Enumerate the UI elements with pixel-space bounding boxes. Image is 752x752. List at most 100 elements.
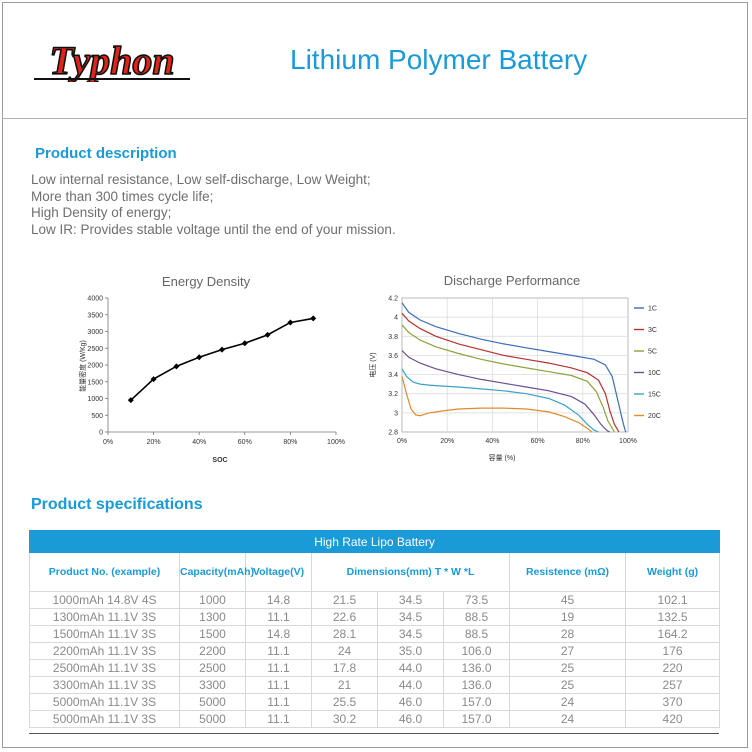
table-row: 1300mAh 11.1V 3S 1300 11.1 22.6 34.5 88.5 19 13… [29, 608, 721, 626]
series-line-20c [401, 376, 593, 433]
column-header-product-no: Product No. (example) [29, 552, 180, 592]
y-tick-label: 2000 [87, 363, 103, 370]
chart-title: Energy Density [162, 274, 251, 289]
legend-label: 20C [648, 413, 661, 420]
table-cell: 30.2 [311, 710, 378, 728]
table-cell: 11.1 [245, 608, 312, 626]
table-cell: 45 [509, 591, 626, 609]
product-specifications-heading: Product specifications [31, 496, 203, 513]
table-cell: 73.5 [443, 591, 510, 609]
plot-border [401, 297, 629, 433]
table-cell: 136.0 [443, 659, 510, 677]
table-cell: 5000 [179, 693, 246, 711]
product-description-heading: Product description [35, 145, 177, 162]
table-cell: 21 [311, 676, 378, 694]
table-cell: 2500 [179, 659, 246, 677]
legend-label: 5C [648, 349, 657, 356]
x-axis-label: SOC [212, 457, 227, 464]
y-tick-label: 1500 [87, 379, 103, 386]
table-cell: 25 [509, 659, 626, 677]
data-point [219, 346, 225, 353]
table-cell: 34.5 [377, 591, 444, 609]
column-header-capacity: Capacity(mAh) [179, 552, 254, 592]
table-cell: 46.0 [377, 710, 444, 728]
x-tick-label: 40% [192, 439, 206, 446]
table-row: 1500mAh 11.1V 3S 1500 14.8 28.1 34.5 88.5 28 16… [29, 625, 721, 643]
table-cell: 1000mAh 14.8V 4S [29, 591, 180, 609]
description-line: Low internal resistance, Low self-discha… [31, 172, 371, 187]
table-cell: 420 [624, 710, 721, 728]
x-tick-label: 0% [397, 438, 407, 445]
y-tick-label: 3 [394, 410, 398, 417]
table-cell: 257 [624, 676, 721, 694]
table-cell: 11.1 [245, 642, 312, 660]
table-cell: 14.8 [245, 625, 312, 643]
column-header-weight: Weight (g) [624, 552, 721, 592]
table-cell: 88.5 [443, 625, 510, 643]
table-cell: 11.1 [245, 710, 312, 728]
column-header-voltage: Voltage(V) [245, 552, 312, 592]
table-cell: 102.1 [624, 591, 721, 609]
table-cell: 35.0 [377, 642, 444, 660]
table-cell: 24 [509, 693, 626, 711]
x-tick-label: 60% [531, 438, 545, 445]
table-row: 1000mAh 14.8V 4S 1000 14.8 21.5 34.5 73.5 45 10… [29, 591, 721, 609]
table-cell: 1000 [179, 591, 246, 609]
table-cell: 5000 [179, 710, 246, 728]
table-cell: 136.0 [443, 676, 510, 694]
column-header-dimensions: Dimensions(mm) T * W *L [311, 552, 510, 592]
data-point [173, 363, 180, 370]
table-cell: 106.0 [443, 642, 510, 660]
discharge-performance-chart-svg: Discharge Performance 容量 (%) 电压 (V) 0% 20… [368, 273, 661, 462]
y-tick-label: 3.2 [388, 391, 398, 398]
table-cell: 157.0 [443, 693, 510, 711]
y-tick-label: 3500 [87, 312, 103, 319]
column-header-resistance: Resistence (mΩ) [509, 552, 626, 592]
table-cell: 1300mAh 11.1V 3S [29, 608, 180, 626]
y-tick-label: 2.8 [388, 430, 398, 437]
table-cell: 370 [624, 693, 721, 711]
series-line-15c [401, 368, 599, 433]
table-cell: 2200 [179, 642, 246, 660]
table-cell: 28 [509, 625, 626, 643]
typhon-logo: Typhon [34, 38, 190, 82]
table-cell: 2500mAh 11.1V 3S [29, 659, 180, 677]
table-cell: 17.8 [311, 659, 378, 677]
data-point [287, 319, 294, 326]
y-tick-label: 3000 [87, 329, 103, 336]
table-row: 2500mAh 11.1V 3S 2500 11.1 17.8 44.0 136.0 25 2… [29, 659, 721, 677]
y-tick-label: 3.4 [388, 372, 398, 379]
table-cell: 46.0 [377, 693, 444, 711]
page-title: Lithium Polymer Battery [290, 44, 588, 75]
table-cell: 1300 [179, 608, 246, 626]
x-tick-label: 60% [238, 439, 252, 446]
table-cell: 14.8 [245, 591, 312, 609]
x-tick-label: 100% [327, 439, 345, 446]
energy-density-chart-svg: Energy Density SOC 能量密度 (W/Kg) 0 500 1000 1… [78, 274, 345, 464]
table-row: 2200mAh 11.1V 3S 2200 11.1 24 35.0 106.0 27 176 [29, 642, 721, 660]
description-line: Low IR: Provides stable voltage until th… [31, 221, 396, 237]
table-cell: 19 [509, 608, 626, 626]
legend-label: 15C [648, 392, 661, 399]
y-axis-label: 能量密度 (W/Kg) [78, 340, 87, 392]
y-tick-label: 4000 [87, 296, 103, 303]
table-title-row: High Rate Lipo Battery [28, 530, 721, 553]
x-axis-label: 容量 (%) [489, 453, 516, 462]
data-point [310, 315, 317, 322]
table-row: 5000mAh 11.1V 3S 5000 11.1 25.5 46.0 157.0 24 3… [29, 693, 721, 711]
table-cell: 25.5 [311, 693, 378, 711]
y-tick-label: 4.2 [388, 296, 398, 303]
table-header-row: Product No. (example) Capacity(mAh) Volt… [29, 552, 721, 592]
table-cell: 3300mAh 11.1V 3S [29, 676, 180, 694]
y-tick-label: 3.6 [388, 353, 398, 360]
y-tick-label: 2500 [87, 346, 103, 353]
logo-text: Typhon [49, 38, 174, 82]
table-cell: 1500mAh 11.1V 3S [29, 625, 180, 643]
table-cell: 2200mAh 11.1V 3S [29, 642, 180, 660]
discharge-performance-chart: Discharge Performance 容量 (%) 电压 (V) 0% 20… [360, 268, 680, 468]
table-cell: 11.1 [245, 693, 312, 711]
data-point [196, 354, 203, 361]
series-line-10c [401, 350, 611, 433]
table-cell: 28.1 [311, 625, 378, 643]
table-cell: 22.6 [311, 608, 378, 626]
